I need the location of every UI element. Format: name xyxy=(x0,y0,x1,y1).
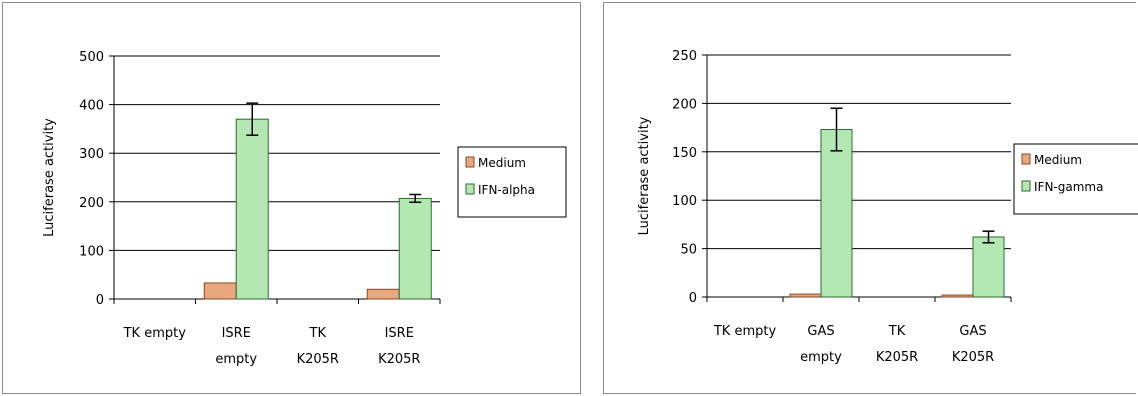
chart-gamma: 0 50 100 150 200 250 TK empty GAS empty TK K205R GA… xyxy=(637,49,1138,365)
category-label: ISRE xyxy=(385,326,414,341)
y-tick-label: 100 xyxy=(79,244,104,259)
bar-medium xyxy=(203,282,237,300)
chart-alpha: 0 100 200 300 400 500 TK empty ISRE empty TK K205R… xyxy=(42,50,567,367)
y-tick-label: 0 xyxy=(689,291,697,306)
legend-label: Medium xyxy=(478,156,526,170)
y-tick-label: 400 xyxy=(79,99,104,114)
category-label: K205R xyxy=(952,350,994,365)
legend-swatch xyxy=(1021,180,1031,192)
category-label: K205R xyxy=(297,352,339,367)
y-tick-label: 150 xyxy=(672,146,697,161)
bar-ifn-alpha xyxy=(235,118,269,300)
category-label: K205R xyxy=(876,350,918,365)
legend-label: IFN-gamma xyxy=(1034,180,1103,194)
legend-label: IFN-alpha xyxy=(478,183,535,197)
y-tick-label: 0 xyxy=(96,293,104,308)
chart-panel-alpha: 0 100 200 300 400 500 TK empty ISRE empty TK K205R… xyxy=(2,2,581,394)
legend-box xyxy=(1013,143,1138,215)
legend-box xyxy=(457,146,567,218)
bar-ifn-alpha xyxy=(398,197,432,300)
legend-swatch xyxy=(1021,153,1031,165)
category-label: GAS xyxy=(959,324,986,339)
y-tick-label: 50 xyxy=(680,243,697,258)
legend-swatch xyxy=(465,183,475,195)
chart-panel-gamma: 0 50 100 150 200 250 TK empty GAS empty TK K205R GA… xyxy=(603,2,1138,394)
bar-ifn-gamma xyxy=(820,129,853,298)
legend-swatch xyxy=(465,156,475,168)
category-label: empty xyxy=(800,350,842,365)
category-label: GAS xyxy=(807,324,834,339)
legend-label: Medium xyxy=(1034,153,1082,167)
bar-medium xyxy=(789,293,822,298)
y-tick-label: 500 xyxy=(79,50,104,65)
category-label: TK xyxy=(309,326,327,341)
y-axis-label: Luciferase activity xyxy=(42,118,57,237)
y-tick-label: 250 xyxy=(672,49,697,64)
category-label: ISRE xyxy=(222,326,251,341)
bar-medium xyxy=(366,288,400,300)
y-tick-label: 200 xyxy=(672,97,697,112)
y-tick-label: 300 xyxy=(79,147,104,162)
category-label: TK empty xyxy=(123,326,187,341)
category-label: K205R xyxy=(378,352,420,367)
y-tick-label: 200 xyxy=(79,196,104,211)
category-label: TK xyxy=(888,324,906,339)
bar-ifn-gamma xyxy=(972,236,1005,298)
y-tick-label: 100 xyxy=(672,194,697,209)
y-axis-label: Luciferase activity xyxy=(637,116,652,235)
bar-medium xyxy=(941,294,974,298)
category-label: TK empty xyxy=(713,324,777,339)
category-label: empty xyxy=(215,352,257,367)
